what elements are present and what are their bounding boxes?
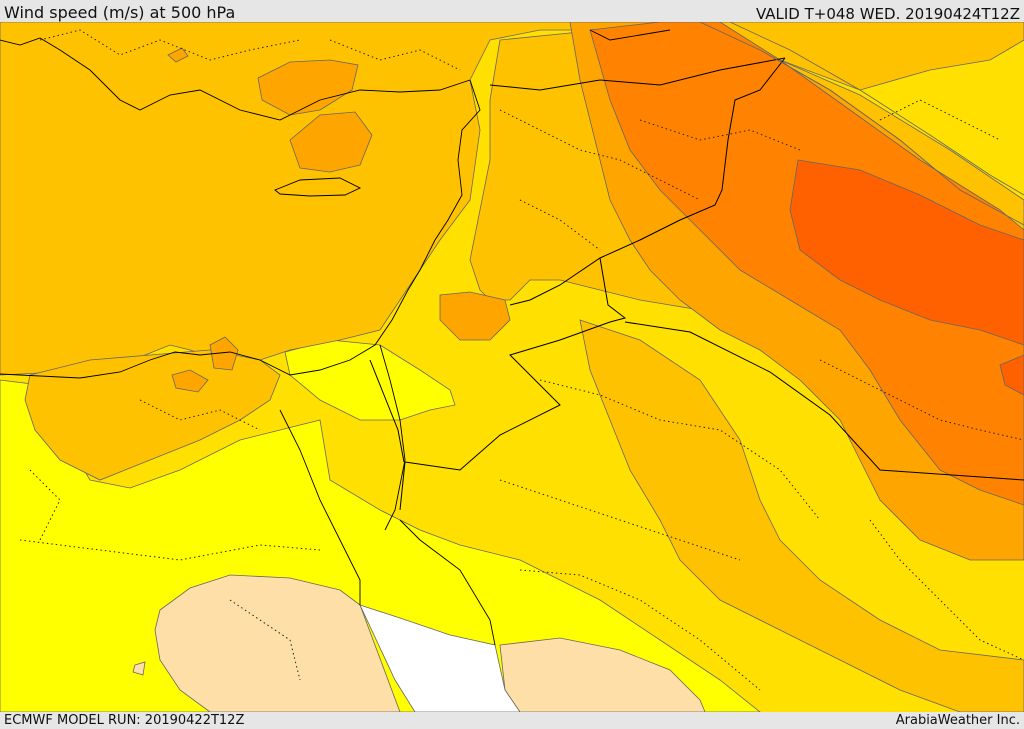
shade-highest-core	[789, 159, 1024, 346]
valid-time: VALID T+048 WED. 20190424T12Z	[755, 5, 1020, 23]
shade-highest-small	[999, 354, 1024, 396]
shade-low-sudan	[154, 574, 401, 712]
contour-lines	[699, 22, 1024, 226]
shade-high-delta-2	[171, 369, 209, 393]
map-title: Wind speed (m/s) at 500 hPa	[4, 3, 236, 22]
model-run-label: ECMWF MODEL RUN: 20190422T12Z	[4, 713, 245, 728]
wind-speed-map	[0, 22, 1024, 712]
shade-light-central	[284, 339, 456, 421]
shade-higher-northeast	[589, 22, 1024, 506]
shade-high-levant	[439, 291, 511, 341]
shade-elevated-southeast	[579, 319, 1024, 712]
shade-elevated-north	[0, 22, 1024, 376]
shade-high-small-nw	[167, 47, 189, 63]
internal-boundaries	[19, 29, 1024, 691]
header-bar: Wind speed (m/s) at 500 hPa VALID T+048 …	[0, 0, 1024, 23]
political-borders	[369, 57, 1024, 511]
footer-bar: ECMWF MODEL RUN: 20190422T12Z ArabiaWeat…	[0, 712, 1024, 729]
shade-high-delta	[209, 336, 239, 371]
credit-label: ArabiaWeather Inc.	[895, 713, 1020, 728]
shade-low-tiny	[132, 661, 146, 676]
map-canvas	[0, 22, 1024, 712]
coastlines	[0, 29, 671, 646]
shade-high-cyprus	[289, 111, 373, 173]
shade-high-turkey	[257, 59, 359, 116]
shade-lowest-redsea	[359, 604, 521, 712]
